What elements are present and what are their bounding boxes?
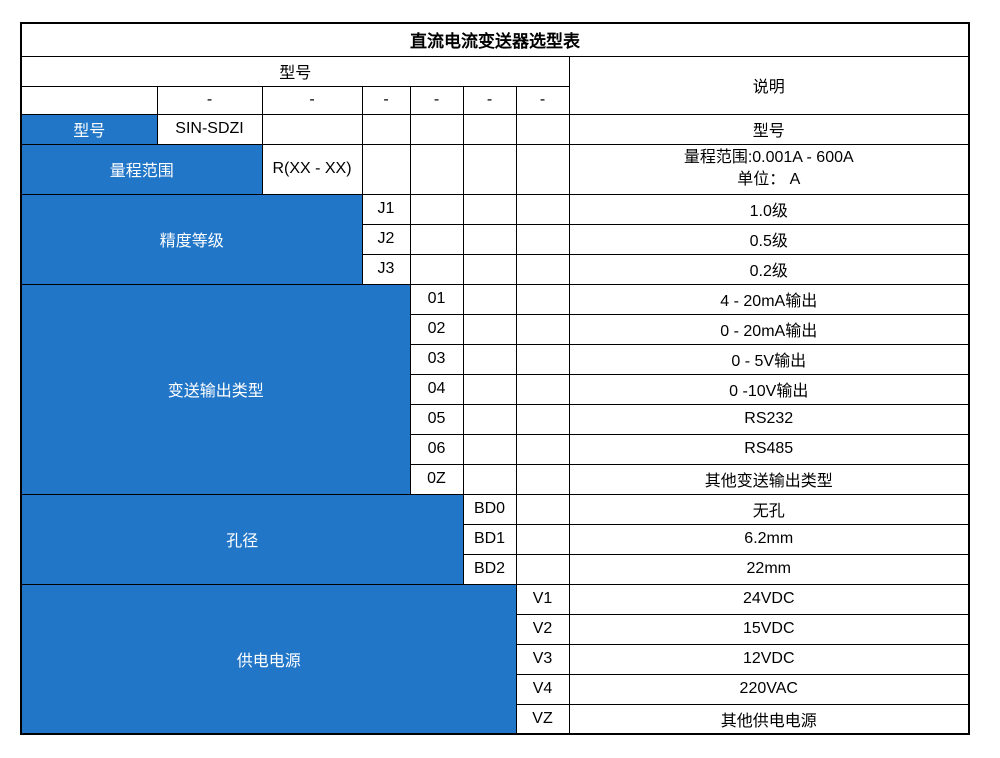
empty-cell (462, 193, 517, 225)
description-cell: RS485 (568, 433, 970, 465)
empty-cell (515, 223, 570, 255)
empty-cell (409, 143, 464, 195)
description-cell: 0 -10V输出 (568, 373, 970, 405)
code-cell: J2 (361, 223, 411, 255)
empty-cell (361, 143, 411, 195)
empty-cell (409, 113, 464, 145)
blank-cell (20, 85, 158, 115)
description-header: 说明 (568, 55, 970, 115)
description-cell: 0.2级 (568, 253, 970, 285)
code-cell: J3 (361, 253, 411, 285)
range-description-line2: 单位： A (737, 171, 801, 188)
description-cell: 0.5级 (568, 223, 970, 255)
section-label-aperture: 孔径 (20, 493, 464, 585)
model-number-header: 型号 (20, 55, 570, 87)
description-cell: 22mm (568, 553, 970, 585)
section-label-output-type: 变送输出类型 (20, 283, 411, 495)
empty-cell (462, 143, 517, 195)
empty-cell (261, 113, 363, 145)
description-cell: 其他变送输出类型 (568, 463, 970, 495)
empty-cell (409, 193, 464, 225)
empty-cell (515, 403, 570, 435)
model-code-cell: SIN-SDZI (156, 113, 263, 145)
empty-cell (409, 253, 464, 285)
description-cell: 0 - 20mA输出 (568, 313, 970, 345)
description-cell: 无孔 (568, 493, 970, 525)
empty-cell (515, 463, 570, 495)
dash-placeholder-cell: - (515, 85, 570, 115)
empty-cell (462, 463, 517, 495)
description-cell: 型号 (568, 113, 970, 145)
description-cell: 0 - 5V输出 (568, 343, 970, 375)
section-label-model: 型号 (20, 113, 158, 145)
empty-cell (462, 433, 517, 465)
description-cell: 6.2mm (568, 523, 970, 555)
description-cell: RS232 (568, 403, 970, 435)
empty-cell (462, 223, 517, 255)
description-cell: 15VDC (568, 613, 970, 645)
empty-cell (515, 113, 570, 145)
empty-cell (515, 343, 570, 375)
empty-cell (515, 433, 570, 465)
code-cell: 03 (409, 343, 464, 375)
section-label-power: 供电电源 (20, 583, 517, 735)
code-cell: 02 (409, 313, 464, 345)
section-label-range: 量程范围 (20, 143, 263, 195)
code-cell: 04 (409, 373, 464, 405)
empty-cell (515, 283, 570, 315)
description-cell: 12VDC (568, 643, 970, 675)
empty-cell (462, 113, 517, 145)
empty-cell (409, 223, 464, 255)
empty-cell (515, 373, 570, 405)
code-cell: V4 (515, 673, 570, 705)
dash-placeholder-cell: - (409, 85, 464, 115)
empty-cell (515, 143, 570, 195)
code-cell: BD2 (462, 553, 517, 585)
code-cell: V3 (515, 643, 570, 675)
empty-cell (515, 553, 570, 585)
dash-placeholder-cell: - (462, 85, 517, 115)
empty-cell (462, 313, 517, 345)
code-cell: BD1 (462, 523, 517, 555)
code-cell: J1 (361, 193, 411, 225)
description-cell: 220VAC (568, 673, 970, 705)
section-label-accuracy: 精度等级 (20, 193, 363, 285)
description-cell: 其他供电电源 (568, 703, 970, 735)
description-cell: 量程范围:0.001A - 600A 单位： A (568, 143, 970, 195)
empty-cell (515, 523, 570, 555)
empty-cell (462, 283, 517, 315)
code-cell: V1 (515, 583, 570, 615)
empty-cell (462, 373, 517, 405)
code-cell: 01 (409, 283, 464, 315)
code-cell: 05 (409, 403, 464, 435)
empty-cell (515, 253, 570, 285)
code-cell: 06 (409, 433, 464, 465)
table-title: 直流电流变送器选型表 (20, 22, 970, 57)
empty-cell (462, 343, 517, 375)
description-cell: 4 - 20mA输出 (568, 283, 970, 315)
code-cell: BD0 (462, 493, 517, 525)
empty-cell (515, 493, 570, 525)
empty-cell (515, 193, 570, 225)
description-cell: 24VDC (568, 583, 970, 615)
dash-placeholder-cell: - (261, 85, 363, 115)
code-cell: VZ (515, 703, 570, 735)
range-code-cell: R(XX - XX) (261, 143, 363, 195)
empty-cell (361, 113, 411, 145)
empty-cell (515, 313, 570, 345)
model-selection-table: 直流电流变送器选型表 型号 说明 - - - - - - 型号 SIN-SDZI… (20, 22, 970, 735)
range-description-line1: 量程范围:0.001A - 600A (683, 149, 854, 166)
empty-cell (462, 253, 517, 285)
code-cell: 0Z (409, 463, 464, 495)
code-cell: V2 (515, 613, 570, 645)
description-cell: 1.0级 (568, 193, 970, 225)
empty-cell (462, 403, 517, 435)
dash-placeholder-cell: - (361, 85, 411, 115)
dash-placeholder-cell: - (156, 85, 263, 115)
